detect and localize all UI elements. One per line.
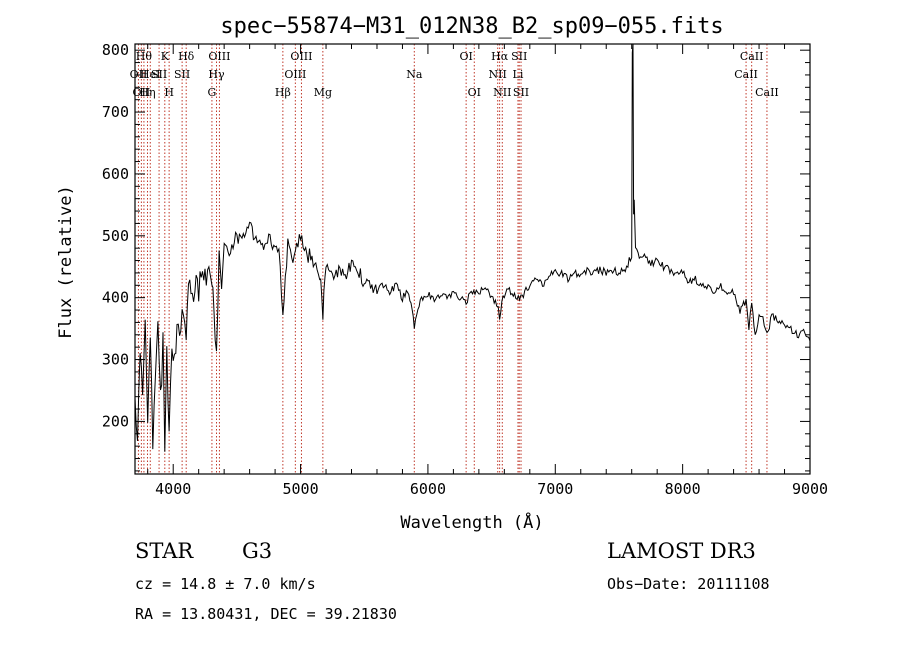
chart-title: spec−55874−M31_012N38_B2_sp09−055.fits — [220, 14, 723, 39]
spectral-line-label: G — [208, 86, 217, 99]
spectral-line-label: CaII — [740, 50, 764, 63]
observation-date: Obs−Date: 20111108 — [607, 575, 770, 593]
y-axis-label: Flux (relative) — [56, 185, 76, 339]
object-class: STAR — [135, 539, 194, 563]
spectral-line-label: Hα — [491, 50, 509, 63]
spectrum-line — [134, 43, 811, 452]
spectral-line-label: HeI — [140, 68, 160, 81]
spectral-line-label: NII — [489, 68, 507, 81]
spectral-line-label: SII — [174, 68, 190, 81]
spectral-line-label: H — [164, 86, 174, 99]
spectral-line-label: OIII — [284, 68, 306, 81]
x-axis-label: Wavelength (Å) — [400, 511, 543, 533]
spectral-line-label: OI — [468, 86, 481, 99]
y-tick-label: 700 — [102, 103, 129, 121]
x-tick-label: 4000 — [155, 480, 191, 498]
y-tick-label: 200 — [102, 412, 129, 430]
plot-axes: 4000 5000 6000 7000 8000 9000 200 300 400 500 600 7… — [102, 41, 828, 498]
coordinates: RA = 13.80431, DEC = 39.21830 — [135, 605, 397, 623]
spectral-line-label: NII — [493, 86, 511, 99]
plot-frame — [134, 43, 811, 475]
y-tick-label: 500 — [102, 227, 129, 245]
spectral-line-label: OII — [133, 86, 151, 99]
spectral-line-label: Na — [406, 68, 423, 81]
spectral-line-label: OIII — [208, 50, 230, 63]
survey-name: LAMOST DR3 — [607, 539, 756, 563]
spectral-line-label: CaII — [734, 68, 758, 81]
x-tick-label: 9000 — [792, 480, 828, 498]
y-tick-label: 600 — [102, 165, 129, 183]
spectral-line-label: SII — [513, 86, 529, 99]
spectral-line-label: OII — [130, 68, 148, 81]
spectral-line-label: Li — [513, 68, 524, 81]
spectral-line-label: Hη — [139, 86, 155, 99]
spectral-line-label: CaII — [755, 86, 779, 99]
spectral-line-labels: OIIOIIHθHηHeISIIKHSIIHδGHγOIIIHβOIIIOIII… — [130, 50, 779, 99]
spectral-line-label: Hθ — [136, 50, 153, 63]
x-tick-label: 5000 — [283, 480, 319, 498]
spectral-line-label: SII — [151, 68, 167, 81]
y-tick-label: 800 — [102, 41, 129, 59]
spectral-line-markers — [137, 44, 768, 474]
spectral-line-label: K — [161, 50, 170, 63]
spectral-line-label: OI — [459, 50, 472, 63]
spectrum-series — [134, 43, 811, 452]
object-subclass: G3 — [242, 539, 273, 563]
y-tick-label: 400 — [102, 289, 129, 307]
spectral-line-label: Hγ — [208, 68, 225, 81]
spectral-line-label: Hδ — [178, 50, 195, 63]
spectral-line-label: SII — [511, 50, 527, 63]
x-tick-label: 7000 — [537, 480, 573, 498]
y-tick-label: 300 — [102, 351, 129, 369]
x-tick-label: 6000 — [410, 480, 446, 498]
spectral-line-label: Mg — [314, 86, 332, 99]
spectral-line-label: OIII — [290, 50, 312, 63]
x-tick-label: 8000 — [665, 480, 701, 498]
redshift-velocity: cz = 14.8 ± 7.0 km/s — [135, 575, 316, 593]
spectral-line-label: Hβ — [275, 86, 291, 99]
